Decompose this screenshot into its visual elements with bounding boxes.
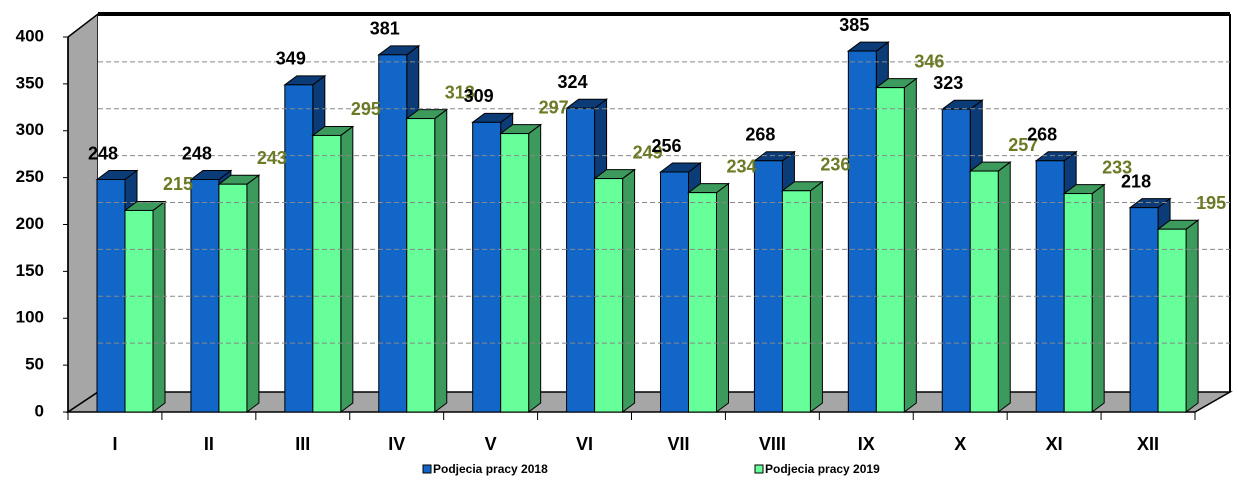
- value-label: 309: [464, 86, 494, 106]
- bar-front: [1035, 160, 1065, 413]
- value-label: 215: [163, 174, 193, 194]
- bar: [593, 168, 637, 413]
- bar-side: [903, 77, 917, 413]
- value-label: 195: [1196, 193, 1226, 213]
- bar-side: [716, 182, 729, 413]
- x-tick-label: IX: [858, 434, 875, 454]
- x-tick-label: VI: [576, 434, 593, 454]
- bar-front: [660, 171, 689, 413]
- bar: [687, 182, 730, 413]
- bar-front: [406, 118, 436, 413]
- x-tick-label: III: [295, 434, 310, 454]
- bar-side: [622, 168, 636, 413]
- x-tick-label: X: [954, 434, 966, 454]
- y-tick-label: 150: [16, 261, 44, 280]
- bar-front: [1129, 207, 1159, 413]
- bar: [780, 180, 824, 413]
- legend-label: Podjecia pracy 2019: [765, 462, 880, 476]
- value-label: 234: [727, 156, 757, 176]
- x-tick-label: XI: [1046, 434, 1063, 454]
- bar: [968, 161, 1012, 413]
- value-label: 248: [88, 143, 118, 163]
- bar-front: [941, 108, 971, 413]
- legend-swatch: [754, 464, 764, 474]
- bar-side: [434, 108, 448, 413]
- value-label: 248: [182, 143, 212, 163]
- y-tick-label: 350: [16, 73, 44, 92]
- bar-front: [1157, 228, 1187, 413]
- value-label: 381: [370, 19, 400, 39]
- value-label: 346: [914, 51, 944, 71]
- y-tick-label: 100: [16, 308, 44, 327]
- x-tick-label: I: [112, 434, 117, 454]
- value-label: 324: [558, 72, 588, 92]
- bar-side: [528, 123, 542, 413]
- bar-side: [1091, 183, 1105, 413]
- value-label: 323: [933, 73, 963, 93]
- y-tick-label: 0: [35, 401, 44, 420]
- bar-front: [312, 134, 342, 413]
- bar-side: [340, 125, 354, 413]
- value-label: 297: [539, 97, 569, 117]
- bar: [499, 123, 543, 413]
- bar-front: [566, 107, 596, 413]
- bar-side: [152, 200, 166, 413]
- value-label: 236: [820, 155, 850, 175]
- bar: [405, 108, 449, 413]
- x-tick-label: II: [204, 434, 214, 454]
- bar: [123, 200, 167, 413]
- legend-label: Podjecia pracy 2018: [433, 462, 548, 476]
- bar-side: [246, 174, 260, 414]
- bar-front: [594, 178, 624, 413]
- bar-side: [997, 161, 1011, 413]
- bar-front: [284, 84, 314, 413]
- bar-front: [753, 160, 783, 413]
- bar-front: [378, 54, 408, 413]
- value-label: 256: [651, 136, 681, 156]
- bar-front: [847, 50, 877, 413]
- bar-front: [472, 121, 502, 413]
- bar-front: [781, 190, 811, 413]
- legend-swatch: [422, 464, 432, 474]
- value-label: 349: [276, 49, 306, 69]
- x-tick-label: XII: [1137, 434, 1159, 454]
- x-tick-label: VII: [667, 434, 689, 454]
- value-label: 385: [839, 15, 869, 35]
- plot: [95, 41, 1200, 414]
- bar: [217, 174, 261, 414]
- bar-front: [124, 209, 154, 413]
- bar: [1156, 219, 1200, 413]
- value-label: 249: [633, 142, 663, 162]
- x-tick-label: VIII: [759, 434, 786, 454]
- side-wall: [67, 12, 99, 414]
- bar-side: [809, 180, 823, 413]
- value-label: 295: [351, 99, 381, 119]
- value-label: 218: [1121, 171, 1151, 191]
- bar: [1062, 183, 1106, 413]
- bar: [311, 125, 355, 413]
- y-tick-label: 250: [16, 167, 44, 186]
- value-label: 268: [1027, 125, 1057, 145]
- x-tick-label: V: [485, 434, 497, 454]
- value-label: 233: [1102, 157, 1132, 177]
- bar-front: [500, 133, 530, 413]
- value-label: 257: [1008, 135, 1038, 155]
- y-tick-label: 400: [16, 26, 44, 45]
- value-label: 243: [257, 148, 287, 168]
- bar-front: [1063, 193, 1093, 413]
- y-tick-label: 50: [25, 355, 44, 374]
- bar: [874, 77, 918, 413]
- value-label: 313: [445, 82, 475, 102]
- y-tick-label: 200: [16, 214, 44, 233]
- y-tick-label: 300: [16, 120, 44, 139]
- value-label: 268: [745, 125, 775, 145]
- bar-front: [218, 183, 248, 413]
- bar-front: [688, 192, 717, 413]
- x-tick-label: IV: [388, 434, 405, 454]
- bar-front: [969, 170, 999, 413]
